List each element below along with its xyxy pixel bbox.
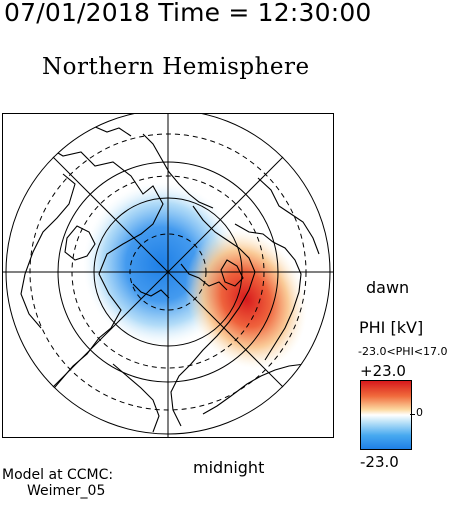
polar-map xyxy=(2,113,334,438)
hemisphere-title: Northern Hemisphere xyxy=(42,54,310,80)
colorbar-zero-tick xyxy=(410,414,415,415)
colorbar xyxy=(360,380,412,450)
dawn-label: dawn xyxy=(366,278,410,297)
colorbar-title: PHI [kV] xyxy=(359,318,424,337)
header-title: 07/01/2018 Time = 12:30:00 xyxy=(4,0,372,27)
midnight-label: midnight xyxy=(193,458,265,477)
colorbar-min-label: -23.0 xyxy=(360,453,399,471)
meridian-lines xyxy=(3,114,333,437)
model-credit: Model at CCMC: xyxy=(2,467,114,483)
colorbar-range: -23.0<PHI<17.0 xyxy=(358,345,448,358)
positive-potential-cell xyxy=(185,229,307,369)
model-name: Weimer_05 xyxy=(27,483,106,499)
polar-map-canvas xyxy=(3,114,333,437)
colorbar-zero-label: 0 xyxy=(416,406,423,419)
colorbar-max-label: +23.0 xyxy=(360,362,406,380)
